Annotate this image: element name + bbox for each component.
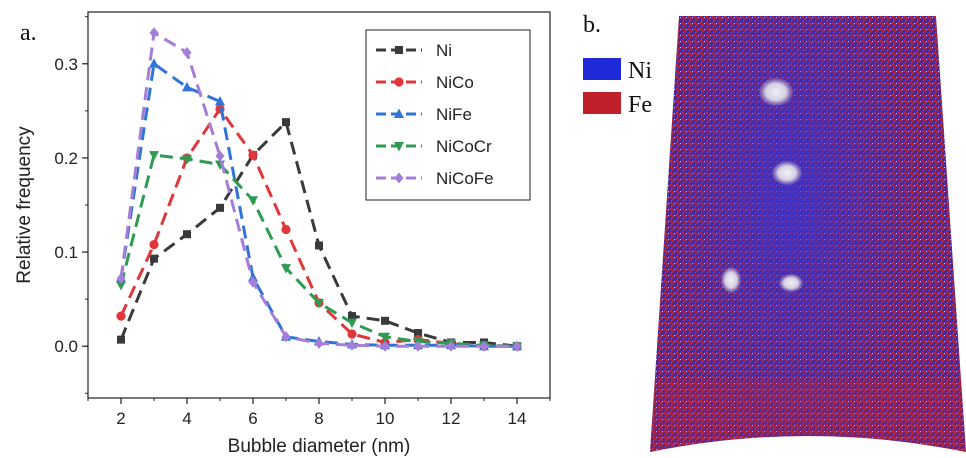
data-point bbox=[116, 281, 126, 291]
series-nicocr bbox=[116, 151, 522, 352]
element-legend-label: Fe bbox=[628, 92, 652, 118]
element-legend-entry: Ni bbox=[583, 58, 652, 84]
data-point bbox=[182, 154, 192, 165]
data-point bbox=[182, 46, 192, 58]
data-point bbox=[216, 203, 224, 212]
data-point bbox=[512, 340, 522, 352]
data-point bbox=[117, 335, 125, 344]
data-point bbox=[446, 340, 456, 352]
data-point bbox=[248, 150, 258, 160]
legend-entry: NiCo bbox=[376, 73, 474, 92]
legend-label: NiCoFe bbox=[436, 169, 494, 188]
data-point bbox=[347, 329, 357, 339]
data-point bbox=[281, 331, 291, 343]
data-point bbox=[248, 276, 258, 288]
data-point bbox=[479, 340, 489, 352]
x-tick-label: 12 bbox=[442, 409, 461, 428]
x-tick-label: 10 bbox=[376, 409, 395, 428]
series-nicofe bbox=[116, 27, 522, 352]
data-point bbox=[413, 340, 423, 352]
data-point bbox=[149, 239, 159, 250]
data-point bbox=[150, 254, 158, 263]
data-point bbox=[314, 337, 324, 349]
x-tick-label: 6 bbox=[248, 409, 257, 428]
atom-map-image bbox=[650, 16, 966, 452]
x-tick-label: 8 bbox=[314, 409, 323, 428]
data-point bbox=[394, 108, 404, 118]
bubble-1 bbox=[759, 78, 793, 106]
data-point bbox=[348, 312, 356, 321]
panel-b-label: b. bbox=[583, 12, 601, 38]
data-point bbox=[314, 298, 324, 309]
y-tick-label: 0.1 bbox=[54, 243, 78, 262]
axis-ticks: 2 4 6 8 10 12 14 0.0 0.1 0.2 0.3 bbox=[54, 16, 551, 428]
data-point bbox=[381, 316, 389, 325]
data-point bbox=[281, 224, 291, 235]
legend-entry: NiCoCr bbox=[376, 137, 492, 156]
bubble-4 bbox=[779, 274, 803, 292]
data-point bbox=[183, 230, 191, 239]
x-tick-label: 4 bbox=[182, 409, 191, 428]
element-legend-label: Ni bbox=[628, 58, 652, 84]
data-point bbox=[394, 172, 404, 184]
data-point bbox=[149, 151, 159, 161]
data-point bbox=[395, 46, 403, 54]
y-axis-label: Relative frequency bbox=[14, 126, 35, 284]
data-point bbox=[315, 241, 323, 250]
bubble-3 bbox=[721, 267, 741, 293]
bubble-2 bbox=[772, 161, 802, 185]
legend-entry: NiFe bbox=[376, 105, 472, 124]
data-point bbox=[394, 77, 404, 87]
data-point bbox=[248, 196, 258, 206]
series-group bbox=[116, 27, 522, 352]
data-point bbox=[380, 340, 390, 352]
data-point bbox=[149, 58, 159, 68]
y-tick-label: 0.0 bbox=[54, 337, 78, 356]
y-tick-label: 0.2 bbox=[54, 149, 78, 168]
element-legend-entry: Fe bbox=[583, 92, 652, 118]
legend: Ni NiCo NiFe NiCoCr NiCoFe bbox=[365, 29, 531, 201]
legend-entry: Ni bbox=[376, 41, 452, 60]
data-point bbox=[182, 81, 192, 92]
data-point bbox=[414, 329, 422, 338]
data-point bbox=[149, 27, 159, 39]
element-legend: Ni Fe bbox=[583, 58, 652, 118]
y-tick-label: 0.3 bbox=[54, 55, 78, 74]
x-tick-label: 14 bbox=[508, 409, 527, 428]
data-point bbox=[380, 332, 390, 343]
data-point bbox=[215, 150, 225, 162]
element-swatch bbox=[583, 92, 621, 114]
legend-label: Ni bbox=[436, 41, 452, 60]
data-point bbox=[215, 95, 225, 106]
data-point bbox=[347, 318, 357, 329]
legend-label: NiCo bbox=[436, 73, 474, 92]
element-swatch bbox=[583, 58, 621, 80]
legend-label: NiCoCr bbox=[436, 137, 492, 156]
data-point bbox=[281, 264, 291, 274]
x-axis-label: Bubble diameter (nm) bbox=[228, 436, 411, 457]
data-point bbox=[116, 272, 126, 284]
data-point bbox=[394, 142, 404, 152]
x-tick-label: 2 bbox=[116, 409, 125, 428]
data-point bbox=[347, 339, 357, 351]
legend-label: NiFe bbox=[436, 105, 472, 124]
data-point bbox=[116, 311, 126, 321]
data-point bbox=[282, 118, 290, 127]
panel-a-label: a. bbox=[20, 20, 37, 46]
legend-entry: NiCoFe bbox=[376, 169, 494, 188]
